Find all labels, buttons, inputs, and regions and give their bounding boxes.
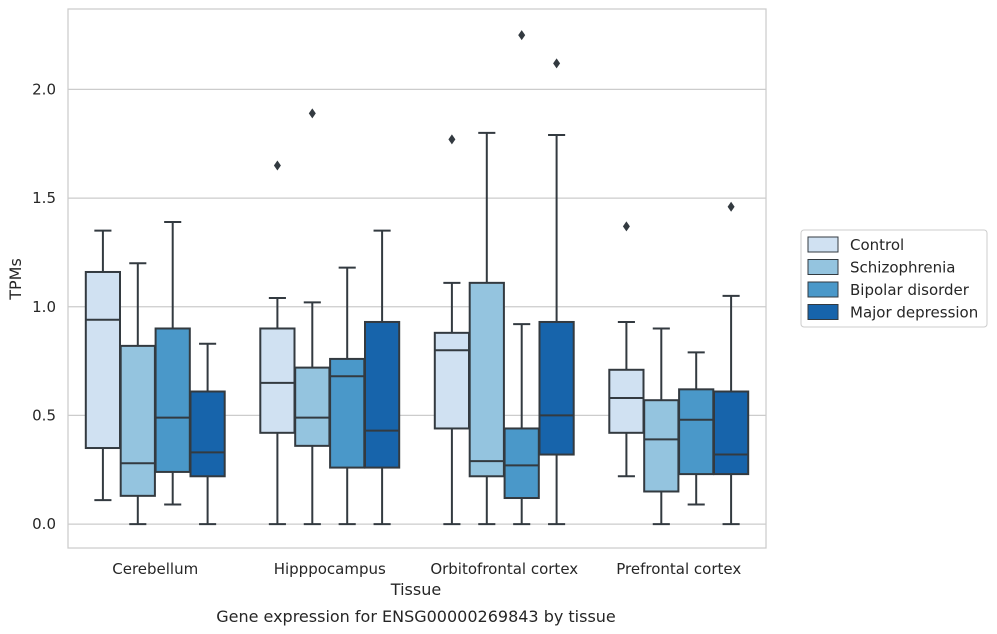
box-group: [154, 220, 191, 506]
box-group: [643, 327, 680, 526]
y-tick-label: 1.5: [32, 189, 56, 207]
box: [712, 390, 750, 476]
box-series-layer: [84, 30, 750, 526]
box-group: [189, 342, 226, 526]
legend-swatch: [807, 259, 839, 275]
box-group: [608, 221, 645, 478]
legend-swatch: [807, 236, 839, 253]
box: [538, 320, 575, 456]
outlier-point: [518, 30, 526, 41]
box: [433, 331, 471, 430]
x-tick-labels: Cerebellum Hipppocampus Orbitofrontal cort…: [112, 560, 741, 578]
x-axis-label: Tissue: [390, 580, 441, 599]
box: [678, 388, 715, 476]
legend-label: Bipolar disorder: [850, 281, 970, 299]
box: [503, 427, 540, 500]
box-group: [329, 266, 366, 526]
box: [154, 327, 191, 473]
outlier-point: [308, 108, 316, 119]
legend-swatch: [807, 281, 839, 298]
box-group: [433, 134, 471, 526]
box-group: [84, 229, 122, 502]
legend-label: Control: [850, 236, 904, 254]
box-group: [119, 262, 156, 526]
x-tick-label: Orbitofrontal cortex: [430, 560, 578, 578]
y-tick-label: 2.0: [32, 80, 56, 98]
legend-swatch: [807, 304, 839, 320]
outlier-point: [727, 201, 735, 212]
box-group: [538, 58, 575, 526]
x-tick-label: Cerebellum: [112, 560, 198, 578]
x-tick-label: Prefrontal cortex: [616, 560, 741, 578]
legend-label: Major depression: [850, 304, 978, 322]
legend: Control Schizophrenia Bipolar disorder Majo…: [800, 229, 988, 328]
legend-items: Control Schizophrenia Bipolar disorder Majo…: [807, 236, 978, 322]
box-group: [259, 160, 296, 526]
box: [643, 399, 680, 493]
box-group: [294, 108, 331, 526]
box: [329, 357, 366, 469]
plot-area-frame: [67, 8, 767, 549]
box: [189, 390, 226, 478]
box-group: [712, 201, 750, 526]
chart-caption: Gene expression for ENSG00000269843 by t…: [216, 607, 616, 626]
box-group: [503, 30, 540, 526]
outlier-point: [553, 58, 561, 69]
box-group: [363, 229, 401, 526]
series-major-depression: [189, 58, 750, 526]
box: [294, 366, 331, 447]
box: [84, 270, 122, 450]
y-tick-label: 0.0: [32, 515, 56, 533]
y-tick-label: 0.5: [32, 406, 56, 424]
outlier-point: [622, 221, 630, 232]
y-tick-label: 1.0: [32, 298, 56, 316]
y-tick-labels: 0.0 0.5 1.0 1.5 2.0: [32, 80, 56, 533]
outlier-point: [273, 160, 281, 171]
series-schizophrenia: [119, 108, 680, 526]
legend-label: Schizophrenia: [850, 259, 955, 277]
series-bipolar-disorder: [154, 30, 715, 526]
box-group: [468, 131, 505, 526]
outlier-point: [448, 134, 456, 145]
x-tick-label: Hipppocampus: [274, 560, 386, 578]
box: [119, 344, 156, 497]
y-axis-label: TPMs: [6, 258, 25, 301]
box: [259, 327, 296, 434]
box: [468, 281, 505, 478]
box: [608, 368, 645, 434]
box: [363, 320, 401, 469]
box-group: [678, 351, 715, 506]
legend-frame: [800, 229, 988, 328]
